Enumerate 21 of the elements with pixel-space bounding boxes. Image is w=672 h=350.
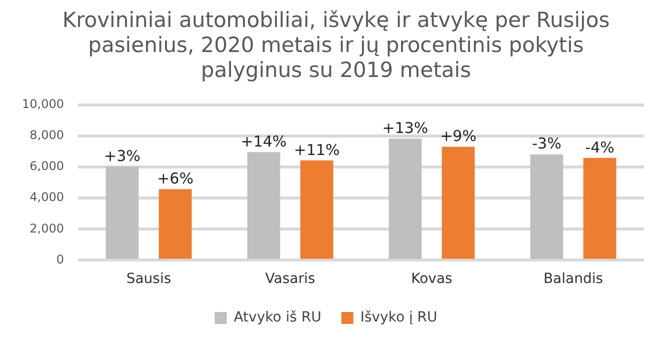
x-tick-label: Balandis <box>543 271 604 288</box>
y-tick-label: 10,000 <box>22 97 64 112</box>
x-tick-label: Vasaris <box>265 271 316 288</box>
y-tick-label: 8,000 <box>30 128 64 142</box>
y-tick-label: 6,000 <box>30 159 64 174</box>
annotation: +11% <box>294 140 340 159</box>
chart-title: Krovininiai automobiliai, išvykę ir atvykę per Rusijos pasienius, 2020 metais ir jų procentinis pokytis palyginus su 2019 metais <box>61 8 611 83</box>
legend-label: Atvyko iš RU <box>234 310 322 326</box>
annotation: +14% <box>240 132 287 151</box>
annotation: +9% <box>440 127 476 146</box>
x-tick-label: Sausis <box>126 271 172 288</box>
annotation: +6% <box>157 170 194 188</box>
annotation: +3% <box>104 147 140 166</box>
annotation: +13% <box>382 119 428 138</box>
annotation: -4% <box>585 138 614 156</box>
x-tick-label: Kovas <box>411 271 452 288</box>
y-tick-label: 0 <box>56 252 64 266</box>
legend-label: Išvyko į RU <box>360 310 438 326</box>
y-tick-label: 4,000 <box>30 190 64 204</box>
y-tick-label: 2,000 <box>30 221 64 236</box>
annotation: -3% <box>532 134 562 153</box>
